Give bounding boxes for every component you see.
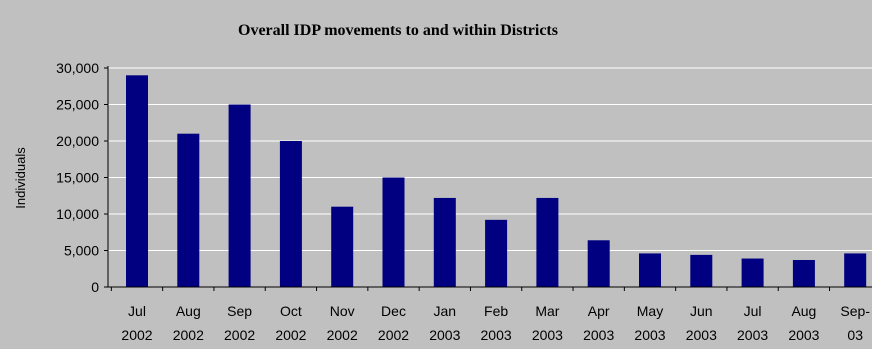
x-tick-label: Jul 2002 <box>121 303 152 343</box>
x-tick-label: Mar 2003 <box>532 303 563 343</box>
x-tick-label: Aug 2003 <box>788 303 819 343</box>
x-tick-label: Sep 2002 <box>224 303 255 343</box>
x-tick-label: Jan 2003 <box>429 303 460 343</box>
y-tick-label: 15,000 <box>56 170 99 186</box>
y-tick-label: 10,000 <box>56 206 99 222</box>
x-tick-label: Feb 2003 <box>481 303 512 343</box>
y-tick-label: 30,000 <box>56 60 99 76</box>
bar <box>331 206 354 287</box>
bar <box>792 259 815 287</box>
x-tick-labels: Jul 2002 Aug 2002 Sep 2002 Oct 2002 Nov 2002 Dec 20… <box>121 303 870 343</box>
y-tick-label: 5,000 <box>64 243 99 259</box>
bar <box>485 219 508 287</box>
bar <box>536 197 559 287</box>
x-tick-label: May 2003 <box>634 303 665 343</box>
bar <box>844 253 867 287</box>
bar <box>587 240 610 287</box>
y-axis-label: Individuals <box>13 147 28 209</box>
bar <box>228 104 251 287</box>
bars <box>126 75 867 287</box>
bar <box>433 197 456 287</box>
bar <box>639 253 661 287</box>
bar <box>741 258 764 287</box>
x-tick-label: Jun 2003 <box>686 303 717 343</box>
axes <box>104 66 872 291</box>
bar <box>382 177 405 287</box>
x-tick-label: Sep-03 <box>840 303 870 343</box>
x-tick-label: Aug 2002 <box>173 303 204 343</box>
x-tick-label: Nov 2002 <box>327 303 358 343</box>
bar <box>690 254 713 287</box>
y-tick-label: 20,000 <box>56 133 99 149</box>
x-tick-label: Oct 2002 <box>275 303 306 343</box>
bar <box>177 133 200 287</box>
y-tick-label: 0 <box>91 279 99 295</box>
chart-title: Overall IDP movements to and within Dist… <box>238 22 558 39</box>
x-tick-label: Apr 2003 <box>583 303 614 343</box>
bar <box>126 75 148 287</box>
y-tick-label: 25,000 <box>56 97 99 113</box>
x-tick-label: Jul 2003 <box>737 303 768 343</box>
bar <box>279 141 302 287</box>
x-tick-label: Dec 2002 <box>378 303 409 343</box>
y-tick-labels: 0 5,000 10,000 15,000 20,000 25,000 30,000 <box>56 60 99 295</box>
